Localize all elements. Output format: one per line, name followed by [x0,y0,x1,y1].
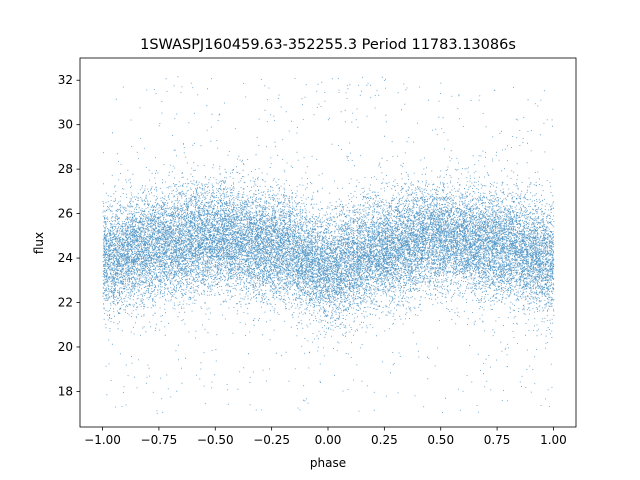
y-tick-label: 28 [58,162,73,176]
scatter-series [102,76,555,415]
y-tick-label: 30 [58,118,73,132]
y-tick-label: 22 [58,296,73,310]
y-tick-label: 32 [58,73,73,87]
x-tick-label: 1.00 [540,433,567,447]
y-tick-label: 20 [58,340,73,354]
x-tick-label: 0.50 [427,433,454,447]
trend-markers [102,235,554,267]
y-axis: 18 20 22 24 26 28 30 32 [58,73,80,398]
x-tick-label: −0.25 [253,433,290,447]
chart-title: 1SWASPJ160459.63-352255.3 Period 11783.1… [140,37,516,53]
x-axis-label: phase [310,456,346,470]
x-tick-label: −0.50 [197,433,234,447]
x-tick-label: 0.75 [484,433,511,447]
x-tick-label: −1.00 [84,433,121,447]
x-tick-label: 0.00 [315,433,342,447]
x-tick-label: 0.25 [371,433,398,447]
y-tick-label: 18 [58,384,73,398]
y-tick-label: 24 [58,251,73,265]
y-axis-label: flux [32,232,46,254]
x-tick-label: −0.75 [141,433,178,447]
y-tick-label: 26 [58,207,73,221]
x-axis: −1.00 −0.75 −0.50 −0.25 0.00 0.25 0.50 0.75 1.00 [84,427,567,447]
scatter-points [102,76,555,415]
